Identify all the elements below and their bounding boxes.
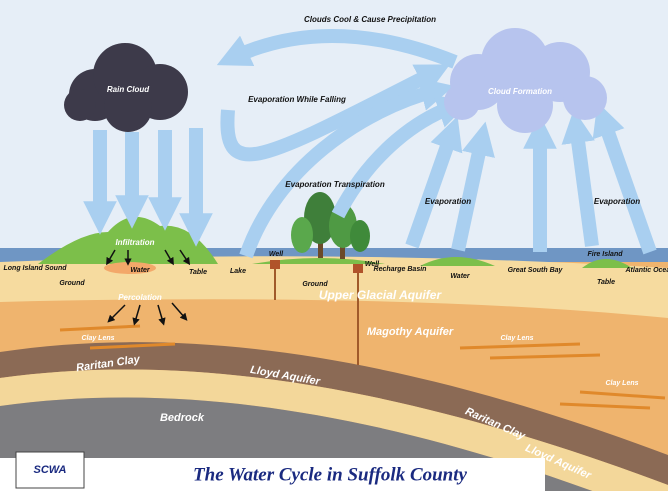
label: Ground bbox=[302, 281, 328, 288]
label: Well bbox=[269, 251, 284, 258]
label: Evaporation Transpiration bbox=[285, 180, 385, 189]
label: Evaporation bbox=[594, 197, 640, 206]
label: Clouds Cool & Cause Precipitation bbox=[304, 15, 436, 24]
label: Upper Glacial Aquifer bbox=[319, 288, 443, 302]
label: Rain Cloud bbox=[107, 85, 150, 94]
label: Ground bbox=[59, 280, 85, 287]
label: Percolation bbox=[118, 293, 162, 302]
label: Table bbox=[597, 279, 615, 286]
label: Cloud Formation bbox=[488, 87, 552, 96]
label: Long Island Sound bbox=[4, 265, 68, 272]
label: Recharge Basin bbox=[374, 266, 427, 273]
label: Atlantic Ocean bbox=[624, 267, 668, 274]
label: Evaporation While Falling bbox=[248, 95, 346, 104]
label: Water bbox=[130, 267, 151, 274]
label: Bedrock bbox=[160, 412, 205, 424]
title: The Water Cycle in Suffolk County bbox=[193, 464, 468, 485]
label: Clay Lens bbox=[605, 380, 638, 387]
label: Fire Island bbox=[587, 251, 623, 258]
label: Lake bbox=[230, 268, 246, 275]
label: Water bbox=[450, 273, 471, 280]
water-cycle-diagram: SCWA The Water Cycle in Suffolk County C… bbox=[0, 0, 668, 491]
label: Evaporation bbox=[425, 197, 471, 206]
label: Infiltration bbox=[115, 238, 154, 247]
label: Magothy Aquifer bbox=[367, 326, 454, 338]
label: Table bbox=[189, 269, 207, 276]
label: Great South Bay bbox=[508, 267, 564, 274]
label: Clay Lens bbox=[81, 335, 114, 342]
logo: SCWA bbox=[34, 464, 67, 476]
label: Clay Lens bbox=[500, 335, 533, 342]
